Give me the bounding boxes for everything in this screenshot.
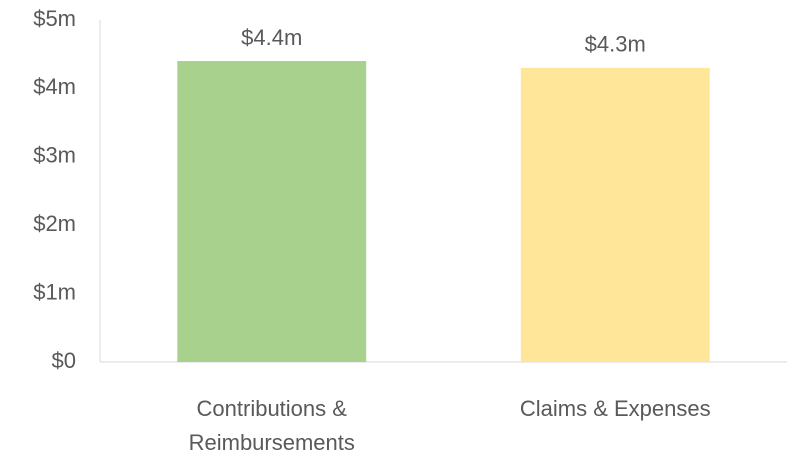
- bar: [520, 67, 710, 362]
- y-tick-label: $0: [52, 348, 76, 373]
- y-tick-label: $1m: [33, 279, 76, 304]
- data-label: $4.3m: [585, 32, 646, 57]
- data-label: $4.4m: [241, 25, 302, 50]
- y-tick-label: $5m: [33, 6, 76, 31]
- bar: [177, 61, 367, 362]
- y-tick-label: $4m: [33, 74, 76, 99]
- x-tick-label: Contributions & Reimbursements: [188, 396, 355, 455]
- y-tick-label: $3m: [33, 143, 76, 168]
- x-tick-label: Claims & Expenses: [519, 396, 711, 421]
- y-tick-label: $2m: [33, 211, 76, 236]
